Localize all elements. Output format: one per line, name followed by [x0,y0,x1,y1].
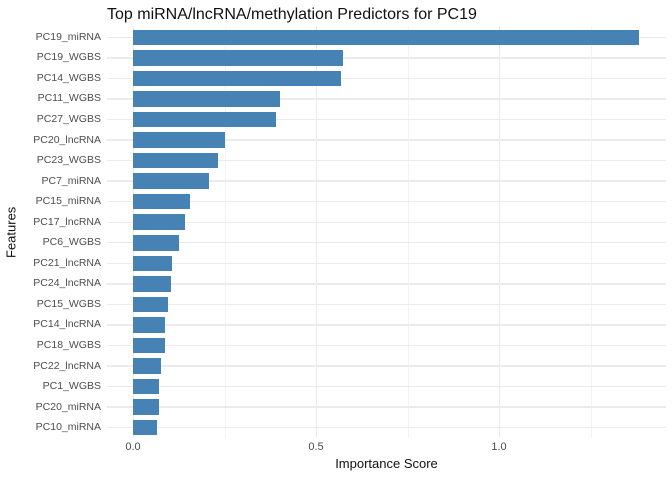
bar-pc21-lncrna [133,255,173,272]
grid-line-horizontal [107,427,666,429]
plot-panel [107,27,666,438]
grid-line-horizontal [107,283,666,285]
bar-pc20-lncrna [133,132,225,148]
y-axis-label-pc19-mirna: PC19_miRNA [35,30,101,43]
bar-pc18-wgbs [133,337,165,354]
grid-line-horizontal [107,98,666,100]
y-axis-label-pc18-wgbs: PC18_WGBS [36,339,101,352]
y-axis-label-pc23-wgbs: PC23_WGBS [36,154,101,167]
bar-pc19-mirna [133,29,640,46]
y-axis-label-pc1-wgbs: PC1_WGBS [42,380,101,393]
grid-line-horizontal [107,118,666,121]
grid-line-vertical-minor [407,27,409,438]
bar-pc6-wgbs [133,235,180,251]
x-axis-tick-label-1.0: 1.0 [491,441,507,453]
x-axis-tick-label-0.0: 0.0 [125,441,141,453]
bar-pc15-wgbs [133,296,168,313]
grid-line-horizontal [107,324,666,326]
bar-pc10-mirna [133,419,157,436]
grid-line-vertical-minor [590,27,592,438]
grid-line-horizontal [107,139,666,141]
x-axis-title: Importance Score [335,456,438,471]
grid-line-horizontal [107,77,666,80]
y-axis-label-pc6-wgbs: PC6_WGBS [42,236,101,249]
y-axis-label-pc21-lncrna: PC21_lncRNA [33,256,101,269]
y-axis-label-pc15-wgbs: PC15_WGBS [36,297,101,310]
y-axis-label-pc15-mirna: PC15_miRNA [35,195,101,208]
x-axis-tick-label-0.5: 0.5 [308,441,324,453]
grid-line-horizontal [107,159,666,162]
y-axis-label-pc10-mirna: PC10_miRNA [35,421,101,434]
y-axis-label-pc7-mirna: PC7_miRNA [41,174,101,187]
grid-line-vertical-minor [224,27,226,438]
y-axis-title: Features [3,206,19,259]
grid-line-horizontal [107,57,666,59]
y-axis-label-pc20-mirna: PC20_miRNA [35,400,101,413]
grid-line-horizontal [107,221,666,223]
grid-line-horizontal [107,180,666,182]
bar-pc22-lncrna [133,358,161,374]
grid-line-horizontal [107,242,666,244]
bar-pc23-wgbs [133,152,218,169]
y-axis-label-pc19-wgbs: PC19_WGBS [36,51,101,64]
bar-pc14-lncrna [133,317,166,333]
grid-line-vertical-major [316,27,318,438]
y-axis-label-pc11-wgbs: PC11_WGBS [37,92,101,105]
grid-line-horizontal [107,262,666,265]
y-axis-label-pc27-wgbs: PC27_WGBS [36,112,101,125]
grid-line-horizontal [107,200,666,203]
bar-pc15-mirna [133,193,191,210]
bar-pc11-wgbs [133,91,281,107]
bar-pc24-lncrna [133,276,171,292]
bar-pc14-wgbs [133,70,341,87]
grid-line-vertical-major [499,27,501,438]
grid-line-horizontal [107,385,666,388]
y-axis-label-pc24-lncrna: PC24_lncRNA [33,277,101,290]
y-axis-label-pc22-lncrna: PC22_lncRNA [33,359,101,372]
grid-line-horizontal [107,303,666,306]
bar-pc1-wgbs [133,378,160,395]
bar-pc27-wgbs [133,111,276,128]
bar-pc20-mirna [133,399,159,415]
y-axis-label-pc14-wgbs: PC14_WGBS [36,71,101,84]
grid-line-horizontal [107,365,666,367]
grid-line-horizontal [107,406,666,408]
y-axis-label-pc20-lncrna: PC20_lncRNA [33,133,101,146]
grid-line-horizontal [107,344,666,347]
y-axis-label-pc14-lncrna: PC14_lncRNA [33,318,101,331]
bar-pc7-mirna [133,173,209,189]
bar-pc19-wgbs [133,50,344,66]
grid-line-vertical-major [133,27,135,438]
bar-pc17-lncrna [133,214,186,230]
chart-title: Top miRNA/lncRNA/methylation Predictors … [107,6,477,23]
y-axis-label-pc17-lncrna: PC17_lncRNA [33,215,101,228]
